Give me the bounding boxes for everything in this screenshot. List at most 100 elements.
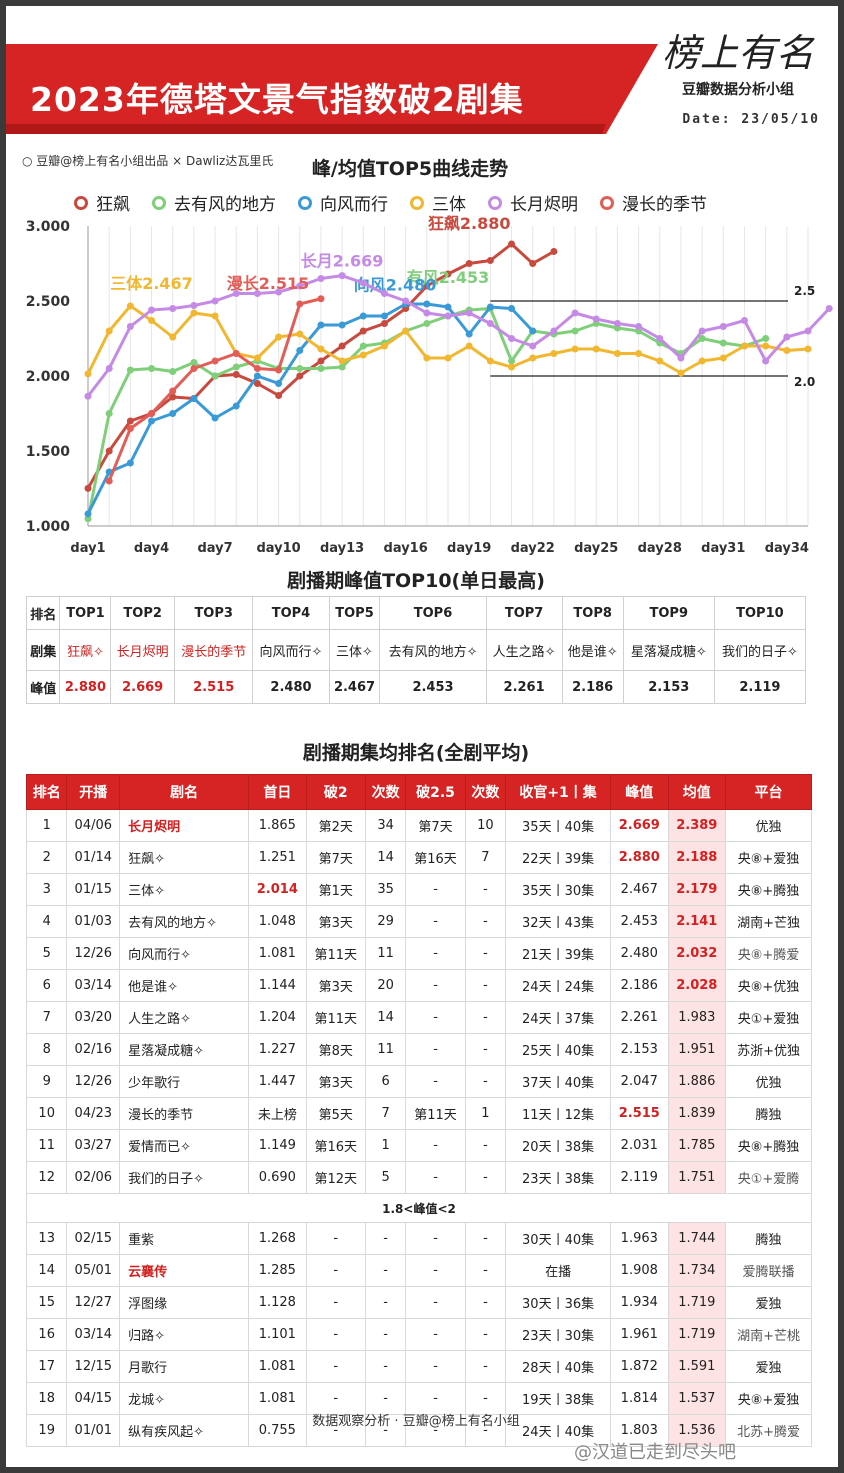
data-point [719, 339, 727, 347]
data-point [126, 425, 134, 432]
logo-text: 榜上有名 [661, 31, 814, 75]
data-point [698, 335, 706, 342]
table-cell: 腾独 [725, 1222, 812, 1255]
table-cell: TOP3 [173, 596, 254, 630]
table-cell: - [305, 1222, 366, 1255]
table-cell: 1.081 [248, 937, 307, 970]
table-cell: TOP2 [110, 596, 175, 630]
table-cell: 归路✧ [119, 1318, 250, 1351]
column-header: 破2.5 [405, 774, 466, 810]
data-point [190, 359, 198, 366]
top10-table: 排名 TOP1 TOP2 TOP3 TOP4 TOP5 TOP6 TOP7 TOP8 TOP9 TO… [25, 596, 807, 704]
data-point [105, 410, 113, 417]
table-cell: 30天丨36集 [505, 1286, 612, 1319]
peak-label: 长月2.669 [301, 252, 384, 271]
legend-label: 长月烬明 [510, 195, 578, 215]
data-point [105, 477, 113, 485]
table-cell: - [464, 1161, 507, 1194]
table-cell: 第7天 [305, 841, 366, 874]
data-point [317, 357, 325, 365]
table-row: 15 12/27 浮图缘 1.128- - - -30天丨36集 1.934 1.719 爱独 [25, 1286, 812, 1319]
data-point [148, 306, 156, 314]
data-point [105, 447, 113, 455]
table-cell: 2.179 [667, 873, 727, 906]
table-cell: 第11天 [405, 1097, 466, 1130]
table-cell: - [364, 1254, 407, 1287]
data-point [804, 327, 812, 335]
table-cell: - [464, 905, 507, 938]
data-point [359, 279, 367, 287]
data-point [296, 300, 304, 308]
table-cell: 05/01 [66, 1254, 121, 1287]
data-point [317, 295, 325, 303]
column-header: 次数 [364, 774, 407, 810]
table-row: 9 12/26 少年歌行 1.447 第3天 6- -37天丨40集 2.047 1.886 优独 [25, 1065, 812, 1098]
table-row: 排名 TOP1 TOP2 TOP3 TOP4 TOP5 TOP6 TOP7 TOP8 TOP9 TO… [25, 596, 807, 630]
table-cell: 02/16 [66, 1033, 121, 1066]
data-point [825, 305, 833, 312]
data-point [253, 354, 261, 362]
table-cell: 2.047 [610, 1065, 669, 1098]
data-point [148, 417, 156, 425]
legend-item: 漫长的季节 [600, 190, 707, 215]
y-tick-label: 2.000 [26, 369, 71, 385]
table-cell: - [405, 1001, 466, 1034]
table-cell: 第3天 [305, 905, 366, 938]
column-header: 剧名 [119, 774, 250, 810]
series-line [86, 302, 535, 516]
table-cell: - [364, 1318, 407, 1351]
table-cell: 1.744 [667, 1222, 727, 1255]
table-cell: 20天丨38集 [505, 1129, 612, 1162]
data-point [296, 330, 304, 338]
data-point [444, 354, 452, 362]
data-point [105, 365, 113, 372]
credit-line: ○ 豆瓣@榜上有名小组出品 × Dawliz达瓦里氏 [22, 154, 274, 168]
table-cell: 01/01 [66, 1414, 121, 1447]
table-cell: 龙城✧ [119, 1382, 250, 1415]
column-header: 首日 [248, 774, 307, 810]
x-tick-label: day25 [574, 541, 618, 556]
data-point [465, 342, 473, 350]
table-cell: 01/15 [66, 873, 121, 906]
table-cell: 1.144 [248, 969, 307, 1002]
data-point [275, 333, 283, 341]
table-cell: - [305, 1254, 366, 1287]
table-cell: - [464, 937, 507, 970]
table-cell: 5 [364, 1161, 407, 1194]
table-cell: - [464, 873, 507, 906]
table-cell: - [405, 1414, 466, 1447]
table-cell: 1.785 [667, 1129, 727, 1162]
table-row: 8 02/16 星落凝成糖✧ 1.227 第8天 11- -25天丨40集 2.153 1.95… [25, 1033, 812, 1066]
data-point [126, 417, 134, 425]
x-tick-label: day28 [638, 541, 682, 556]
table-cell: 13 [25, 1222, 68, 1255]
table-cell: 1.961 [610, 1318, 669, 1351]
table-cell: 爱腾联播 [725, 1254, 812, 1287]
table-cell: 2.119 [713, 670, 807, 704]
data-point [232, 363, 240, 371]
table-cell: 2.186 [561, 670, 624, 704]
table-cell: 人生之路✧ [119, 1001, 250, 1034]
table-cell: 12/27 [66, 1286, 121, 1319]
chart-legend: 狂飙 去有风的地方 向风而行 三体 长月烬明 漫长的季节 [74, 190, 707, 215]
data-point [253, 372, 261, 380]
table-cell: 17 [25, 1350, 68, 1383]
table-cell: 35 [364, 873, 407, 906]
table-cell: 14 [25, 1254, 68, 1287]
legend-marker [74, 195, 88, 210]
data-point [423, 282, 431, 290]
y-tick-label: 1.500 [26, 444, 71, 460]
table-cell: 16 [25, 1318, 68, 1351]
table-cell: - [464, 1318, 507, 1351]
data-point [169, 368, 177, 375]
table-cell: TOP5 [328, 596, 381, 630]
table-cell: 第11天 [305, 1001, 366, 1034]
table-cell: 6 [364, 1065, 407, 1098]
table-row: 13 02/15 重紫 1.268- - - -30天丨40集 1.963 1.744 腾独 [25, 1222, 812, 1255]
table-cell: 央⑧+优独 [725, 969, 812, 1002]
separator-label: 1.8<峰值<2 [26, 1193, 812, 1223]
table-cell: 浮图缘 [119, 1286, 250, 1319]
table-cell: 04/06 [66, 809, 121, 842]
data-point [126, 323, 134, 330]
table-cell: 漫长的季节 [173, 629, 254, 671]
